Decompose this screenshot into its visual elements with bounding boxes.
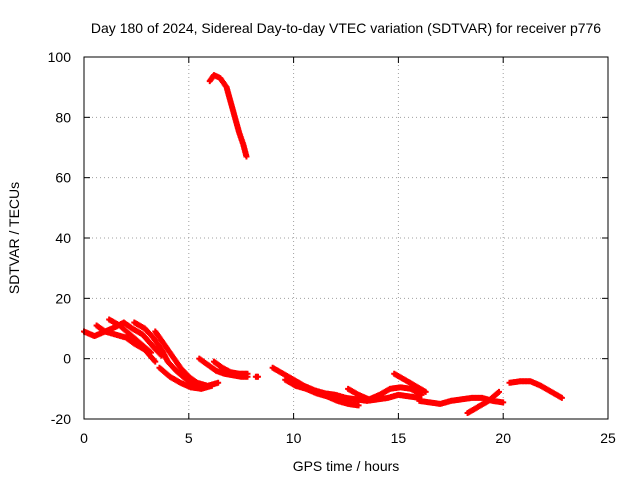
data-point	[496, 388, 503, 395]
data-point	[355, 402, 362, 409]
data-point	[152, 358, 159, 365]
y-tick-label: 20	[55, 290, 71, 306]
x-tick-label: 0	[80, 430, 88, 446]
y-tick-label: 80	[55, 109, 71, 125]
data-point	[254, 373, 261, 380]
x-axis-title: GPS time / hours	[293, 458, 400, 474]
x-tick-label: 15	[391, 430, 407, 446]
grid-lines	[84, 57, 608, 419]
plot-frame	[83, 56, 609, 420]
data-point	[558, 394, 565, 401]
y-tick-label: -20	[51, 411, 71, 427]
axis-ticks: 0 5 10 15 20 25 -20 0 20 40 60 80 100	[48, 49, 616, 446]
data-point	[418, 391, 425, 398]
data-point	[244, 370, 251, 377]
y-tick-label: 60	[55, 170, 71, 186]
data-point	[422, 388, 429, 395]
y-tick-label: 40	[55, 230, 71, 246]
y-tick-label: 0	[63, 351, 71, 367]
data-point	[243, 153, 250, 160]
y-axis-title: SDTVAR / TECUs	[6, 182, 22, 294]
y-tick-label: 100	[48, 49, 72, 65]
data-point	[500, 399, 507, 406]
data-point	[215, 379, 222, 386]
data-points	[81, 72, 565, 416]
x-tick-label: 20	[495, 430, 511, 446]
chart-title: Day 180 of 2024, Sidereal Day-to-day VTE…	[91, 20, 601, 36]
x-tick-label: 5	[185, 430, 193, 446]
x-tick-label: 25	[600, 430, 616, 446]
data-point	[148, 349, 155, 356]
x-tick-label: 10	[286, 430, 302, 446]
data-point	[208, 382, 215, 389]
